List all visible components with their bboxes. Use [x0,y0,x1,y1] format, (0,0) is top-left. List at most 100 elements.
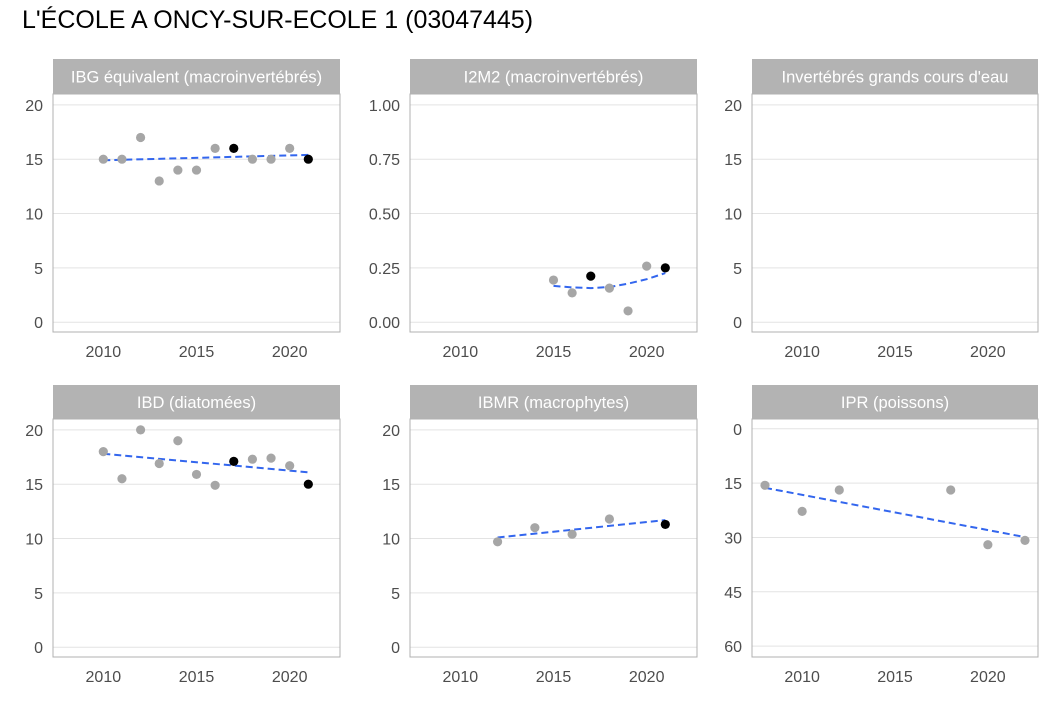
data-point [285,143,295,153]
y-tick-label: 5 [34,586,43,603]
y-tick-label: 20 [382,423,400,440]
data-point [604,283,615,293]
x-tick-label: 2015 [877,344,913,361]
data-point-highlight [660,519,670,530]
x-tick-label: 2020 [629,344,665,361]
data-point [266,453,276,463]
data-point [797,506,807,516]
facet-panel: Invertébrés grands cours d'eau0510152020… [724,59,1039,361]
facet-title: Invertébrés grands cours d'eau [782,69,1009,87]
data-point [530,523,540,533]
facet-strip [752,59,1038,94]
facet-strip [410,59,697,94]
data-point-highlight [229,143,239,153]
x-tick-label: 2010 [86,669,122,686]
y-tick-label: 0 [733,422,742,439]
facet-panel: IBD (diatomées) 0 5 10 15 20 2010 2015 2020 [25,385,341,686]
facet-strip [53,385,340,419]
y-tick-label: 20 [724,98,742,115]
data-point [210,480,220,490]
y-tick-label: 10 [382,532,400,549]
data-point [266,154,276,164]
panel-border [52,93,341,333]
x-tick-label: 2020 [272,344,308,361]
x-tick-label: 2010 [443,669,479,686]
y-tick-label: 0.50 [369,207,400,224]
data-point-highlight [586,271,596,281]
data-point [210,143,220,153]
facet-strip [53,59,340,94]
data-point [285,461,295,471]
facet-title: IBMR (macrophytes) [478,394,629,412]
y-tick-label: 10 [724,207,742,224]
y-tick-label: 5 [733,261,742,278]
data-point [154,176,164,186]
facet-title: IBG équivalent (macroinvertébrés) [71,69,322,87]
y-tick-label: 0 [34,640,43,657]
x-tick-label: 2015 [536,669,572,686]
y-tick-label: 30 [724,530,742,547]
facet-title: IBD (diatomées) [137,394,256,412]
y-tick-label: 0.25 [369,261,400,278]
data-point [191,469,202,480]
data-point-highlight [660,263,670,273]
data-point [492,537,503,547]
facet-panel: I2M2 (macroinvertébrés) 0.00 0.25 0.50 0.75 1… [369,59,698,361]
x-tick-label: 2010 [86,344,122,361]
y-tick-label: 15 [25,152,43,169]
x-tick-label: 2015 [877,669,913,686]
x-tick-label: 2020 [970,669,1006,686]
y-tick-label: 20 [25,98,43,115]
trend-line [103,452,309,474]
y-tick-label: 20 [25,423,43,440]
y-tick-label: 60 [724,639,742,656]
facet-title: I2M2 (macroinvertébrés) [464,69,644,87]
y-tick-label: 15 [724,476,742,493]
panel-border [751,93,1039,333]
facet-panel: IPR (poissons) 0 15 30 45 60 2010 2015 2020 [724,385,1039,686]
y-tick-label: 10 [25,207,43,224]
x-tick-label: 2020 [970,344,1006,361]
y-tick-label: 1.00 [369,98,400,115]
data-point [834,485,844,495]
x-tick-label: 2015 [179,669,215,686]
data-point [983,540,993,550]
facet-strip [752,385,1038,419]
panel-border [751,418,1039,658]
data-point [247,154,258,164]
data-point-highlight [229,456,239,466]
facet-title: IPR (poissons) [841,394,949,412]
trend-line [497,519,666,539]
data-point [567,288,577,298]
data-point [623,306,633,316]
x-tick-label: 2010 [784,669,820,686]
page-title: L'ÉCOLE A ONCY-SUR-ECOLE 1 (03047445) [22,6,534,34]
data-point [946,485,956,495]
data-point [117,154,127,164]
data-point [135,425,146,435]
panel-border [409,418,698,658]
y-tick-label: 10 [25,532,43,549]
data-point [567,529,577,539]
data-point [247,454,258,464]
x-tick-label: 2015 [179,344,215,361]
y-tick-label: 15 [382,477,400,494]
data-point [98,447,108,457]
data-point-highlight [303,154,313,164]
x-tick-label: 2015 [536,344,572,361]
data-point [154,458,164,469]
panel-border [52,418,341,658]
y-tick-label: 5 [34,261,43,278]
data-point [135,132,146,143]
y-tick-label: 0.75 [369,152,400,169]
y-tick-label: 0 [34,315,43,332]
facet-panel: IBG équivalent (macroinvertébrés) 0 5 10 15 2… [25,59,341,361]
panel-border [409,93,698,333]
y-tick-label: 0.00 [369,315,400,332]
trend-line [764,486,1026,539]
x-tick-label: 2010 [443,344,479,361]
y-tick-label: 0 [391,640,400,657]
y-tick-label: 0 [733,315,742,332]
data-point [173,165,183,175]
